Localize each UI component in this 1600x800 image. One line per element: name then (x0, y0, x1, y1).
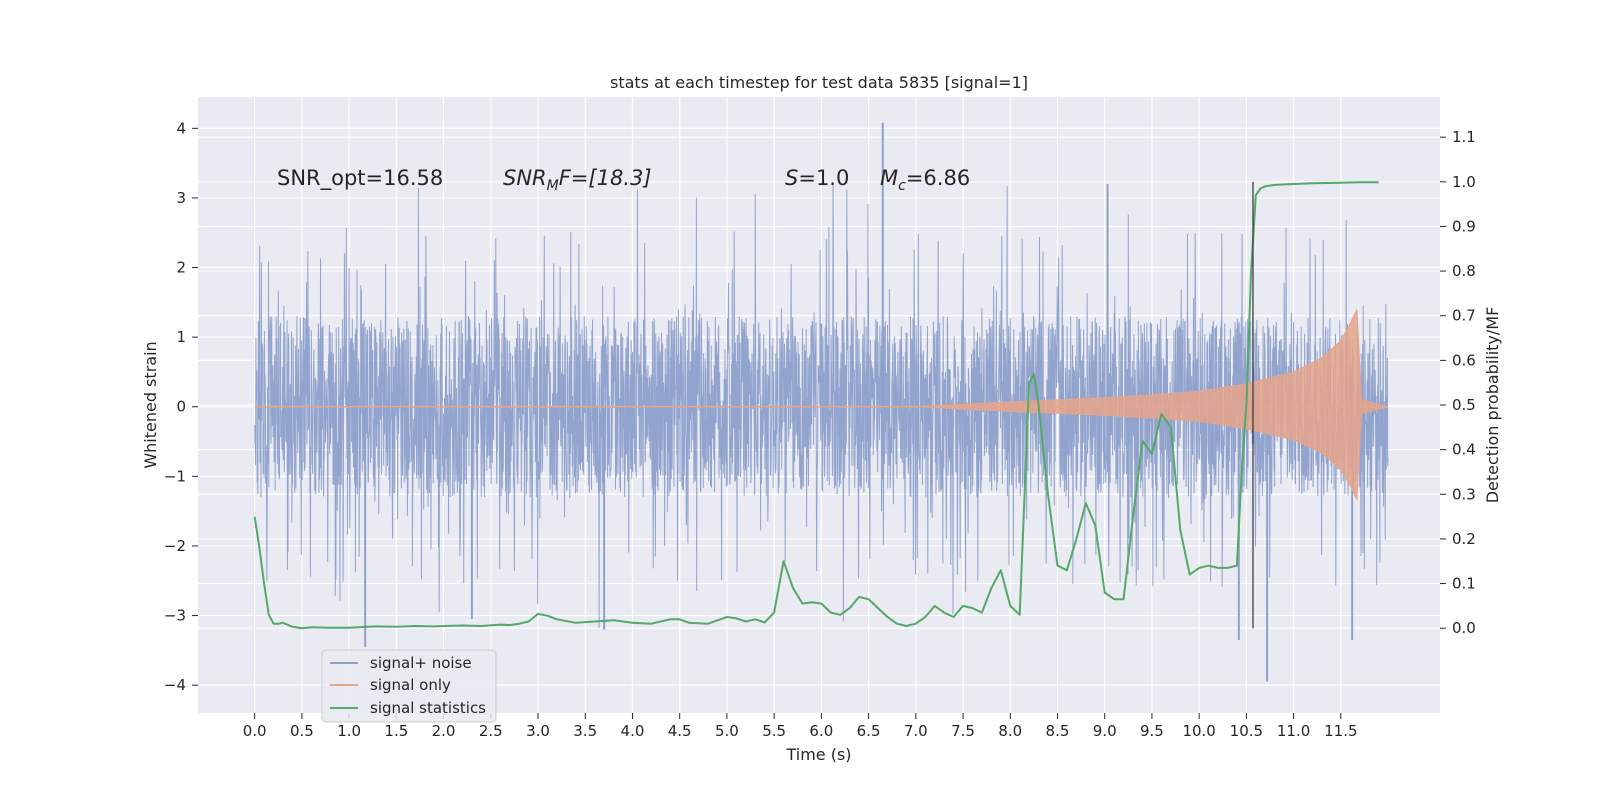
x-tick-label: 2.5 (479, 722, 503, 740)
x-tick-label: 4.5 (668, 722, 692, 740)
legend-label-signal-noise: signal+ noise (370, 654, 472, 672)
x-tick-label: 7.5 (951, 722, 975, 740)
x-tick-label: 0.0 (243, 722, 267, 740)
noise-trace (254, 184, 1389, 628)
y-right-tick-label: 0.9 (1452, 217, 1476, 235)
y-right-tick-label: 0.8 (1452, 262, 1476, 280)
series-signal-only (254, 309, 1389, 502)
stats-line (253, 181, 1379, 630)
y-right-tick-label: 0.6 (1452, 351, 1476, 369)
x-tick-label: 8.5 (1046, 722, 1070, 740)
y-axis-left-ticks: 4 3 2 1 0 −1 −2 −3 −4 (164, 119, 198, 694)
x-tick-label: 6.5 (857, 722, 881, 740)
y-right-tick-label: 0.2 (1452, 530, 1476, 548)
y-left-tick-label: 4 (176, 119, 186, 137)
annotation-mc: Mc=6.86 (880, 166, 970, 194)
y-left-tick-label: 0 (176, 398, 186, 416)
y-left-tick-label: 2 (176, 259, 186, 277)
legend: signal+ noise signal only signal statist… (321, 649, 497, 723)
x-tick-label: 8.0 (998, 722, 1022, 740)
x-tick-label: 3.0 (526, 722, 550, 740)
x-tick-label: 3.5 (573, 722, 597, 740)
x-tick-label: 10.0 (1182, 722, 1215, 740)
y-axis-right-ticks: 1.1 1.0 0.9 0.8 0.7 0.6 0.5 0.4 0.3 0.2 0.1 0.0 (1440, 128, 1476, 637)
x-tick-label: 1.5 (384, 722, 408, 740)
y-left-tick-label: −4 (164, 676, 186, 694)
y-axis-right-label: Detection probability/MF (1483, 307, 1502, 504)
y-left-tick-label: −2 (164, 537, 186, 555)
x-axis-ticks: 0.0 0.5 1.0 1.5 2.0 2.5 3.0 3.5 4.0 4.5 5.0 5.5 6.0 6… (243, 713, 1358, 740)
y-axis-left-label: Whitened strain (141, 341, 160, 468)
x-axis-label: Time (s) (785, 745, 851, 764)
legend-label-signal-only: signal only (370, 676, 451, 694)
x-tick-label: 2.0 (432, 722, 456, 740)
y-left-tick-label: −1 (164, 467, 186, 485)
x-tick-label: 7.0 (904, 722, 928, 740)
legend-box (321, 649, 497, 723)
x-tick-label: 9.0 (1093, 722, 1117, 740)
x-tick-label: 11.5 (1324, 722, 1357, 740)
x-tick-label: 5.5 (762, 722, 786, 740)
y-right-tick-label: 0.1 (1452, 575, 1476, 593)
y-right-tick-label: 0.5 (1452, 396, 1476, 414)
x-tick-label: 9.5 (1140, 722, 1164, 740)
y-right-tick-label: 0.7 (1452, 307, 1476, 325)
annotation-s: S=1.0 (785, 166, 849, 190)
legend-label-signal-statistics: signal statistics (370, 699, 486, 717)
y-left-tick-label: 3 (176, 189, 186, 207)
x-tick-label: 10.5 (1230, 722, 1263, 740)
y-left-tick-label: −3 (164, 607, 186, 625)
chart-title: stats at each timestep for test data 583… (610, 73, 1028, 92)
series-signal-statistics (253, 181, 1379, 630)
y-right-tick-label: 0.0 (1452, 619, 1476, 637)
y-right-tick-label: 1.1 (1452, 128, 1476, 146)
signal-envelope (915, 309, 1389, 502)
x-tick-label: 1.0 (337, 722, 361, 740)
x-tick-label: 4.0 (621, 722, 645, 740)
y-left-tick-label: 1 (176, 328, 186, 346)
y-right-tick-label: 0.3 (1452, 485, 1476, 503)
x-tick-label: 0.5 (290, 722, 314, 740)
annotation-snr-opt: SNR_opt=16.58 (277, 166, 443, 191)
y-right-tick-label: 0.4 (1452, 441, 1476, 459)
annotation-snr-mf: SNRMF=[18.3] (503, 166, 652, 194)
y-right-tick-label: 1.0 (1452, 173, 1476, 191)
x-tick-label: 6.0 (809, 722, 833, 740)
x-tick-label: 5.0 (715, 722, 739, 740)
x-tick-label: 11.0 (1277, 722, 1310, 740)
